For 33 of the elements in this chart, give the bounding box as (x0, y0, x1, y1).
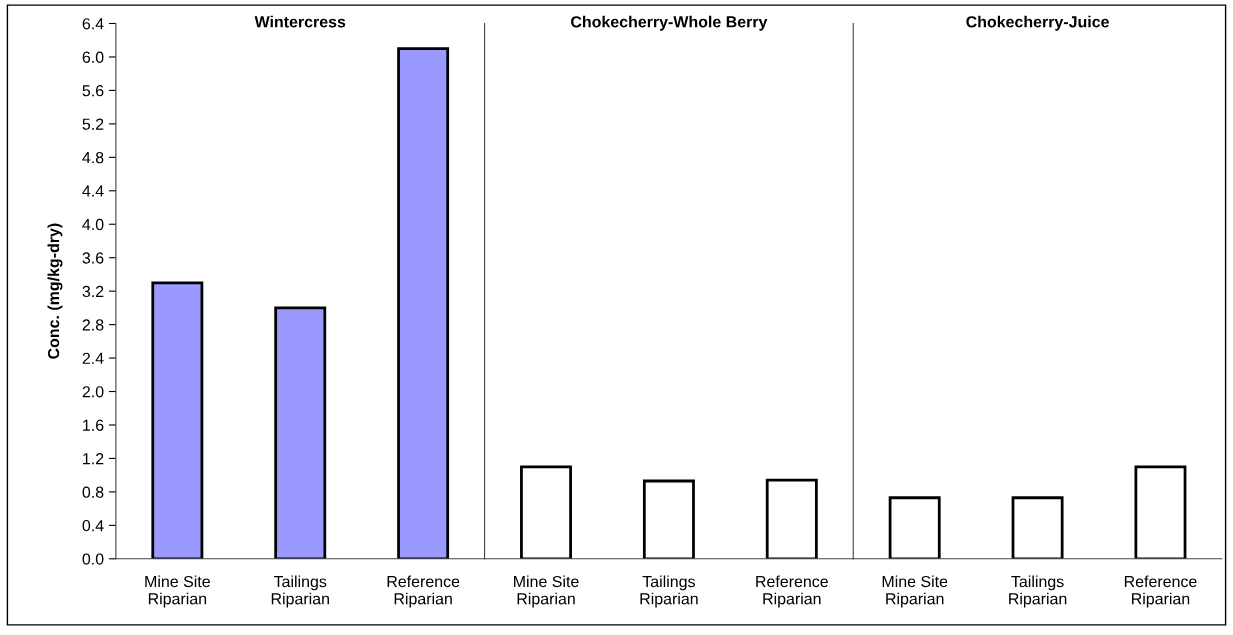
bar (274, 306, 327, 559)
x-tick-label: Tailings Riparian (640, 575, 698, 608)
y-tick-label: 5.6 (82, 85, 104, 97)
x-tick-label: Mine Site Riparian (514, 575, 579, 608)
y-tick-label: 1.6 (83, 419, 104, 431)
y-tick-label: 0.8 (82, 486, 104, 498)
chart-title: Chokecherry-Juice (966, 15, 1109, 31)
y-tick-label: 1.2 (83, 453, 104, 465)
y-tick-label: 5.2 (82, 118, 104, 130)
x-tick-label: Reference Riparian (756, 575, 828, 608)
y-tick-label: 6.0 (82, 51, 104, 63)
y-tick-label: 0.4 (82, 519, 104, 532)
y-tick-label: 0.0 (82, 553, 104, 565)
x-tick-label: Tailings Riparian (1009, 575, 1067, 608)
y-axis-title: Conc. (mg/kg-dry) (47, 223, 63, 359)
x-tick-label: Mine Site Riparian (145, 575, 210, 608)
x-tick-label: Reference Riparian (1124, 575, 1197, 608)
y-tick-label: 3.6 (82, 252, 104, 264)
y-tick-label: 2.8 (82, 319, 104, 331)
x-tick-label: Mine Site Riparian (882, 575, 948, 608)
bar (397, 47, 450, 559)
y-tick-label: 4.8 (82, 151, 104, 164)
chart-title: Chokecherry-Whole Berry (571, 15, 768, 31)
y-tick-label: 4.0 (82, 218, 104, 231)
y-tick-label: 4.4 (82, 185, 104, 197)
y-tick-label: 2.4 (82, 352, 104, 364)
x-tick-label: Reference Riparian (387, 575, 460, 608)
y-tick-label: 3.2 (82, 285, 104, 298)
x-tick-label: Tailings Riparian (271, 575, 329, 608)
y-tick-label: 2.0 (82, 386, 104, 398)
bar (151, 281, 204, 559)
chart-title: Wintercress (254, 15, 346, 28)
y-tick-label: 6.4 (82, 18, 104, 30)
